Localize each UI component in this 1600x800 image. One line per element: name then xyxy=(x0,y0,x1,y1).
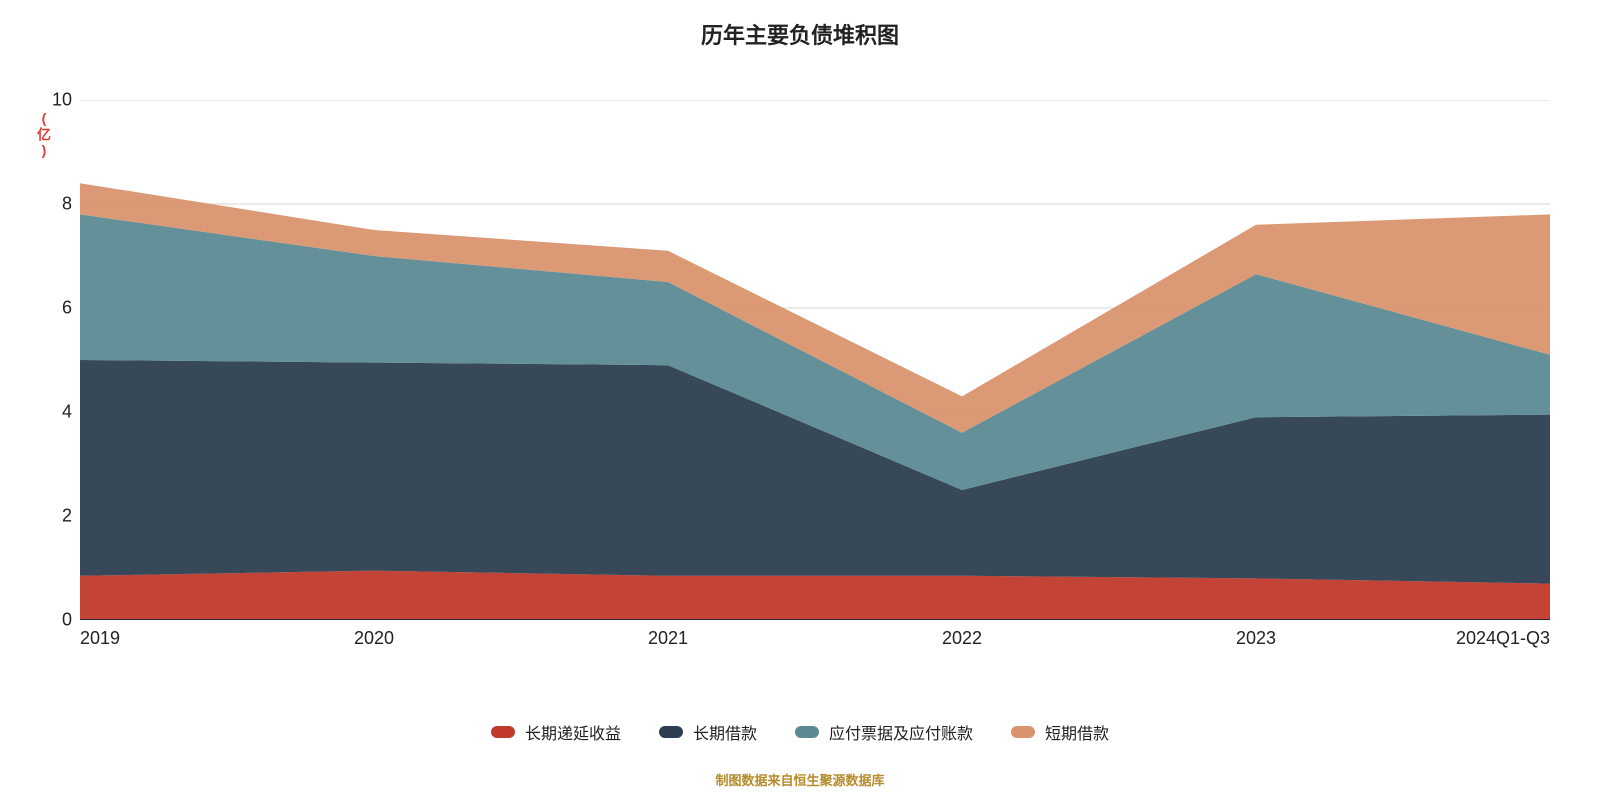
legend-item: 长期递延收益 xyxy=(491,720,621,744)
y-tick-label: 10 xyxy=(32,90,72,111)
x-tick-label: 2024Q1-Q3 xyxy=(1456,628,1550,649)
x-tick-label: 2022 xyxy=(942,628,982,649)
y-tick-label: 6 xyxy=(32,298,72,319)
legend-label: 短期借款 xyxy=(1045,720,1109,744)
x-tick-label: 2020 xyxy=(354,628,394,649)
legend-marker-icon xyxy=(795,726,819,738)
footer-source: 制图数据来自恒生聚源数据库 xyxy=(0,770,1600,789)
y-tick-label: 2 xyxy=(32,506,72,527)
y-axis-label: (亿) xyxy=(34,110,54,159)
legend-marker-icon xyxy=(491,726,515,738)
x-tick-label: 2023 xyxy=(1236,628,1276,649)
chart-title: 历年主要负债堆积图 xyxy=(0,18,1600,50)
legend: 长期递延收益 长期借款 应付票据及应付账款 短期借款 xyxy=(0,720,1600,744)
y-tick-label: 8 xyxy=(32,194,72,215)
legend-label: 应付票据及应付账款 xyxy=(829,720,973,744)
x-tick-label: 2019 xyxy=(80,628,120,649)
y-tick-label: 4 xyxy=(32,402,72,423)
chart-container: 历年主要负债堆积图 (亿) 长期递延收益 长期借款 应付票据及应付账款 短期借款 制图… xyxy=(0,0,1600,800)
plot-area xyxy=(80,100,1550,620)
y-tick-label: 0 xyxy=(32,610,72,631)
legend-marker-icon xyxy=(1011,726,1035,738)
legend-label: 长期递延收益 xyxy=(525,720,621,744)
legend-item: 长期借款 xyxy=(659,720,757,744)
x-tick-label: 2021 xyxy=(648,628,688,649)
legend-marker-icon xyxy=(659,726,683,738)
legend-label: 长期借款 xyxy=(693,720,757,744)
legend-item: 短期借款 xyxy=(1011,720,1109,744)
legend-item: 应付票据及应付账款 xyxy=(795,720,973,744)
